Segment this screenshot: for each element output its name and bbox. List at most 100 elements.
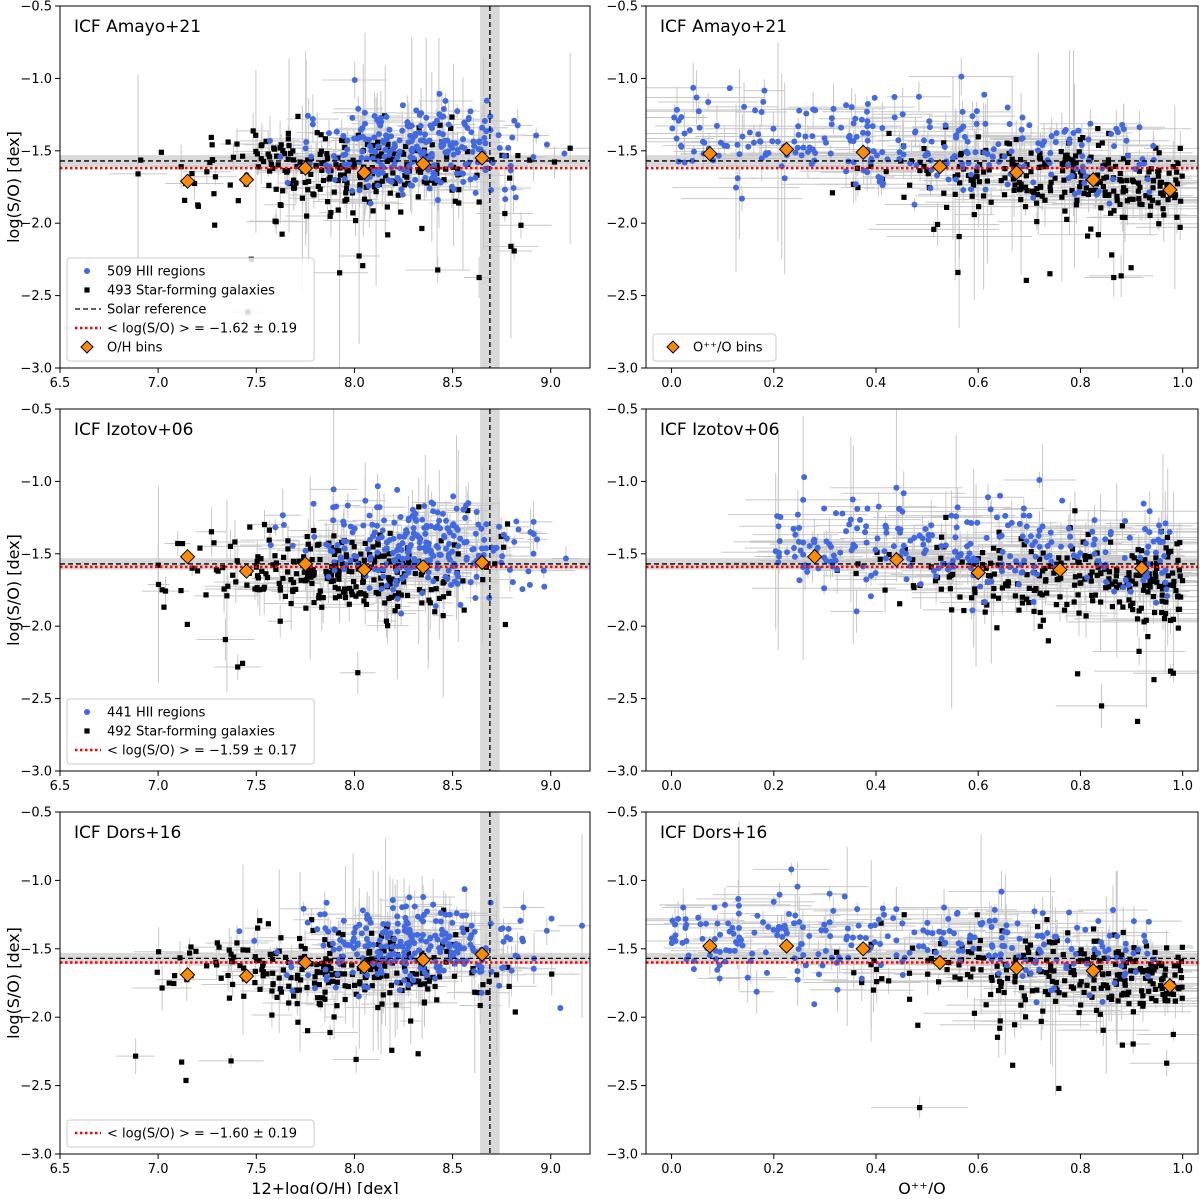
sfg-point xyxy=(384,158,390,164)
hii-point xyxy=(1144,973,1151,980)
hii-point xyxy=(792,912,799,919)
sfg-point xyxy=(388,982,395,988)
hii-point xyxy=(1039,141,1046,148)
sfg-point xyxy=(309,572,315,579)
hii-point xyxy=(920,137,927,144)
hii-point xyxy=(863,539,870,546)
hii-point xyxy=(397,938,404,945)
sfg-point xyxy=(1166,170,1172,176)
sfg-point xyxy=(1105,160,1112,166)
sfg-point xyxy=(1109,604,1116,610)
sfg-point xyxy=(1170,991,1177,997)
hii-point xyxy=(907,160,914,167)
hii-point xyxy=(432,932,439,939)
hii-point xyxy=(775,923,782,930)
hii-point xyxy=(433,543,440,550)
sfg-point xyxy=(1146,169,1152,175)
sfg-point xyxy=(301,569,307,575)
sfg-point xyxy=(255,164,261,170)
hii-point xyxy=(880,911,887,918)
hii-point xyxy=(864,137,871,144)
sfg-point xyxy=(853,570,859,577)
hii-point xyxy=(530,154,537,161)
hii-point xyxy=(929,930,936,937)
bin-markers xyxy=(179,150,490,189)
hii-point xyxy=(1016,520,1023,527)
sfg-point xyxy=(465,508,471,514)
hii-point xyxy=(379,169,386,176)
sfg-point xyxy=(320,995,326,1001)
sfg-point xyxy=(1095,232,1101,238)
hii-point xyxy=(949,557,956,564)
hii-point xyxy=(1091,550,1098,557)
hii-point xyxy=(432,603,439,610)
hii-point xyxy=(791,138,798,145)
sfg-point xyxy=(298,943,304,949)
hii-point xyxy=(846,521,853,528)
hii-point xyxy=(390,549,397,556)
hii-point xyxy=(450,493,457,500)
hii-point xyxy=(370,168,377,175)
hii-point xyxy=(481,536,488,543)
sfg-point xyxy=(1150,177,1157,183)
sfg-point xyxy=(1124,159,1131,166)
hii-point xyxy=(695,914,702,921)
hii-point xyxy=(1002,512,1009,519)
hii-point xyxy=(443,545,450,552)
sfg-point xyxy=(306,178,312,185)
sfg-point xyxy=(1177,967,1184,974)
hii-point xyxy=(378,943,385,950)
sfg-point xyxy=(1056,990,1062,996)
hii-point xyxy=(690,966,697,973)
sfg-point xyxy=(1064,152,1070,158)
sfg-point xyxy=(952,191,958,197)
sfg-point xyxy=(1119,1042,1125,1048)
hii-point xyxy=(479,124,486,131)
sfg-point xyxy=(1097,570,1104,576)
sfg-point xyxy=(1148,967,1154,973)
hii-point xyxy=(454,149,461,156)
sfg-point xyxy=(1163,610,1169,617)
sfg-point xyxy=(1154,565,1160,571)
sfg-point xyxy=(1088,187,1094,194)
hii-point xyxy=(430,500,437,507)
hii-point xyxy=(1099,943,1106,950)
sfg-point xyxy=(947,586,953,592)
sfg-point xyxy=(931,226,937,232)
hii-point xyxy=(875,173,882,180)
hii-point xyxy=(1013,558,1020,565)
hii-point xyxy=(968,171,975,178)
sfg-point xyxy=(549,971,555,977)
bin-marker xyxy=(474,150,490,166)
hii-point xyxy=(734,141,741,148)
x-tick-label: 8.0 xyxy=(344,779,365,794)
hii-point xyxy=(309,115,316,122)
hii-point xyxy=(699,935,706,942)
sfg-point xyxy=(946,574,952,580)
hii-point xyxy=(478,989,485,996)
hii-point xyxy=(380,573,387,580)
sfg-point xyxy=(450,164,457,170)
sfg-point xyxy=(341,586,348,592)
sfg-point xyxy=(988,974,994,981)
hii-point xyxy=(394,486,401,493)
sfg-point xyxy=(874,979,880,985)
hii-point xyxy=(844,925,851,932)
hii-point xyxy=(548,915,555,922)
hii-point xyxy=(323,976,330,983)
sfg-point xyxy=(440,594,447,600)
hii-point xyxy=(432,524,439,531)
hii-point xyxy=(875,916,882,923)
hii-point xyxy=(1047,150,1054,157)
hii-point xyxy=(893,906,900,913)
sfg-point xyxy=(277,986,283,992)
sfg-point xyxy=(1126,1001,1132,1007)
sfg-point xyxy=(1075,559,1081,565)
sfg-point xyxy=(358,551,364,557)
hii-point xyxy=(796,577,803,584)
sfg-point xyxy=(1160,991,1166,998)
sfg-point xyxy=(361,557,367,563)
hii-point xyxy=(413,143,420,150)
hii-point xyxy=(915,943,922,950)
sfg-point xyxy=(315,995,321,1001)
